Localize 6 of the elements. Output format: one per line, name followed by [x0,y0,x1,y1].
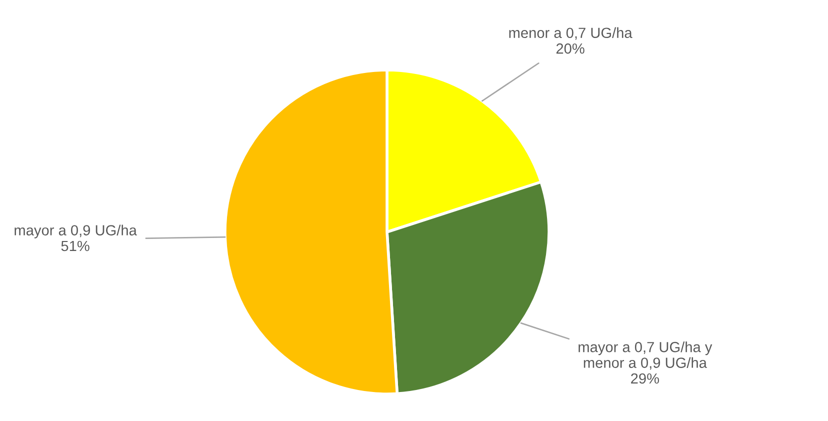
slice-label: mayor a 0,7 UG/ha y menor a 0,9 UG/ha [578,342,712,370]
slice-label: menor a 0,7 UG/ha [509,27,632,40]
data-label: 51% [61,240,90,252]
data-label: 20% [556,43,584,54]
data-label: 29% [631,373,659,384]
slice-label: mayor a 0,9 UG/ha [14,224,137,238]
